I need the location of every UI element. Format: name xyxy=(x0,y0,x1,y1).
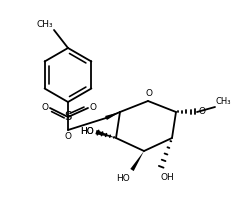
Text: O: O xyxy=(42,103,49,111)
Text: S: S xyxy=(64,111,72,123)
Polygon shape xyxy=(130,151,144,171)
Text: O: O xyxy=(65,132,71,141)
Text: O: O xyxy=(146,89,152,98)
Text: HO: HO xyxy=(116,174,130,183)
Polygon shape xyxy=(95,130,116,138)
Text: O: O xyxy=(89,103,97,111)
Text: HO: HO xyxy=(80,127,94,135)
Text: CH₃: CH₃ xyxy=(216,97,232,106)
Text: O: O xyxy=(199,107,206,117)
Text: CH₃: CH₃ xyxy=(36,20,53,29)
Text: OH: OH xyxy=(161,173,175,182)
Text: HO: HO xyxy=(80,127,94,135)
Polygon shape xyxy=(105,112,120,120)
